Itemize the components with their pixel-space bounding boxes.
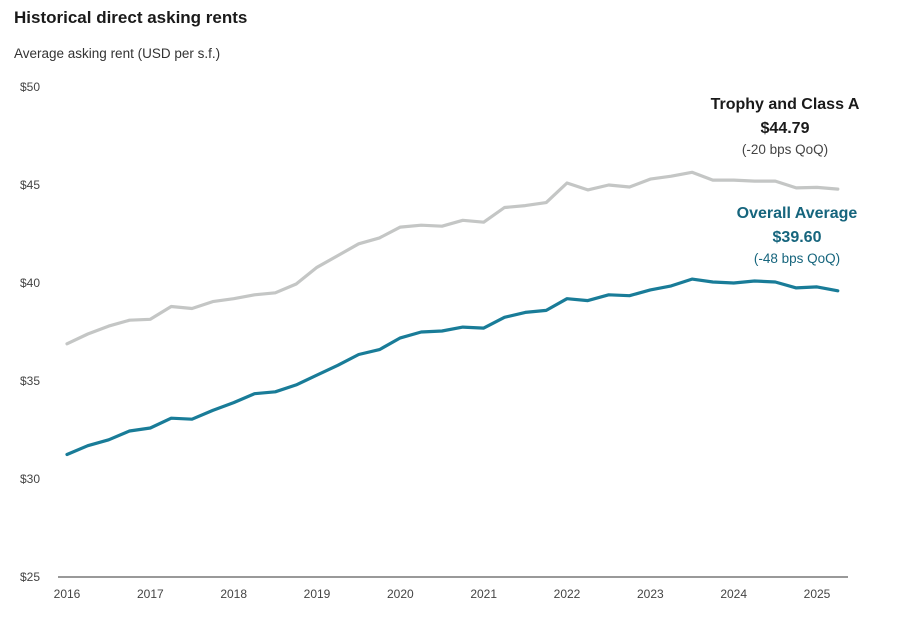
y-tick-label: $45 [20,178,40,192]
x-tick-label: 2024 [720,587,747,601]
series-line-trophy-class-a [65,170,840,346]
x-tick-label: 2016 [54,587,81,601]
annotation-overall: Overall Average $39.60 (-48 bps QoQ) [737,205,858,266]
series-lines [65,170,840,457]
x-tick-label: 2017 [137,587,164,601]
annotation-trophy-change: (-20 bps QoQ) [742,142,828,157]
annotation-overall-value: $39.60 [773,229,822,246]
y-axis-label: Average asking rent (USD per s.f.) [14,46,221,61]
x-tick-label: 2023 [637,587,664,601]
annotation-overall-name: Overall Average [737,205,858,222]
x-tick-label: 2021 [470,587,497,601]
x-tick-label: 2020 [387,587,414,601]
annotation-trophy: Trophy and Class A $44.79 (-20 bps QoQ) [711,96,860,157]
y-tick-label: $40 [20,276,40,290]
series-line-overall-average [65,277,840,457]
chart-title: Historical direct asking rents [14,8,248,27]
annotation-overall-change: (-48 bps QoQ) [754,251,840,266]
y-tick-label: $35 [20,374,40,388]
x-tick-label: 2019 [304,587,331,601]
x-tick-label: 2018 [220,587,247,601]
y-tick-label: $25 [20,570,40,584]
y-axis-ticks: $50 $45 $40 $35 $30 $25 [20,80,40,584]
x-tick-label: 2022 [554,587,581,601]
annotation-trophy-name: Trophy and Class A [711,96,860,113]
y-tick-label: $30 [20,472,40,486]
annotation-trophy-value: $44.79 [761,120,810,137]
y-tick-label: $50 [20,80,40,94]
x-axis-ticks: 2016 2017 2018 2019 2020 2021 2022 2023 2024 2025 [54,587,831,601]
x-tick-label: 2025 [804,587,831,601]
